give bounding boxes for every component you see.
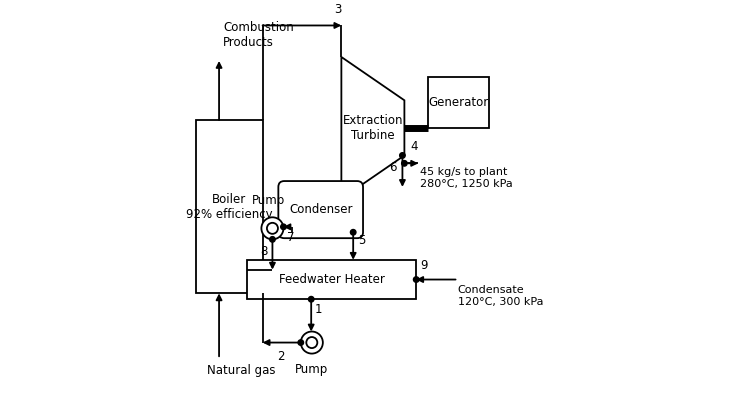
Circle shape bbox=[281, 224, 286, 230]
Text: 1: 1 bbox=[315, 303, 323, 316]
Text: Condenser: Condenser bbox=[289, 203, 353, 216]
Text: 45 kg/s to plant
280°C, 1250 kPa: 45 kg/s to plant 280°C, 1250 kPa bbox=[420, 167, 513, 189]
Text: Extraction
Turbine: Extraction Turbine bbox=[342, 114, 403, 142]
FancyBboxPatch shape bbox=[278, 181, 363, 238]
Circle shape bbox=[307, 337, 318, 348]
Text: 4: 4 bbox=[410, 141, 418, 153]
Circle shape bbox=[402, 160, 407, 166]
Circle shape bbox=[309, 296, 314, 302]
Circle shape bbox=[413, 277, 419, 282]
Text: 7: 7 bbox=[288, 231, 295, 244]
Text: Boiler
92% efficiency: Boiler 92% efficiency bbox=[186, 193, 272, 221]
Polygon shape bbox=[342, 57, 404, 199]
Text: 3: 3 bbox=[334, 2, 341, 16]
Text: 9: 9 bbox=[420, 259, 428, 272]
Circle shape bbox=[269, 237, 275, 242]
Bar bbox=[247, 260, 416, 299]
Text: Pump: Pump bbox=[295, 363, 328, 376]
Bar bbox=[196, 120, 263, 293]
Text: Natural gas: Natural gas bbox=[207, 364, 276, 377]
Circle shape bbox=[267, 223, 278, 234]
Circle shape bbox=[261, 217, 283, 239]
Text: 8: 8 bbox=[261, 245, 268, 258]
Text: 5: 5 bbox=[358, 234, 365, 247]
Circle shape bbox=[350, 230, 356, 235]
Text: Generator: Generator bbox=[429, 96, 488, 109]
Text: Feedwater Heater: Feedwater Heater bbox=[279, 273, 385, 286]
Bar bbox=[428, 77, 489, 128]
Circle shape bbox=[301, 332, 323, 354]
Circle shape bbox=[399, 153, 405, 158]
Text: 2: 2 bbox=[277, 350, 285, 363]
Text: Combustion
Products: Combustion Products bbox=[223, 21, 293, 49]
Text: Condensate
120°C, 300 kPa: Condensate 120°C, 300 kPa bbox=[458, 286, 543, 307]
Text: Pump: Pump bbox=[252, 194, 285, 207]
Circle shape bbox=[298, 340, 304, 345]
Text: 6: 6 bbox=[389, 161, 396, 175]
